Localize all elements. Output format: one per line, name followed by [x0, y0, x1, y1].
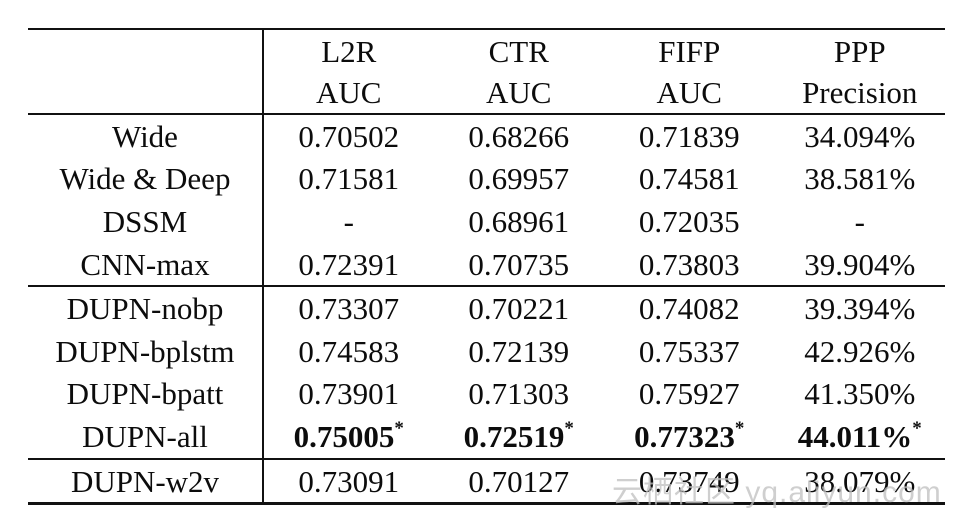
cell-l2r-auc: 0.75005*	[293, 417, 404, 454]
significance-star: *	[564, 417, 574, 439]
cell-ppp-precision: 41.350%	[804, 376, 916, 412]
header-row: L2R AUC CTR AUC FIFP AUC PPP Precision	[28, 29, 945, 115]
cell-fifp-auc: 0.74581	[638, 161, 740, 197]
cell-fifp-auc: 0.73749	[604, 457, 775, 504]
row-label: DUPN-nobp	[28, 285, 264, 330]
table-row-dssm: DSSM - 0.68961 0.72035 -	[28, 200, 945, 243]
header-fifp-auc: FIFP AUC	[604, 29, 775, 115]
cell-l2r-auc: 0.74583	[298, 333, 400, 369]
cell-fifp-auc: 0.75337	[638, 333, 740, 369]
table-row-wide-deep: Wide & Deep 0.71581 0.69957 0.74581 38.5…	[28, 157, 945, 201]
header-l2r-line1: L2R	[321, 33, 377, 69]
row-label: DUPN-bplstm	[28, 329, 264, 373]
cell-l2r-auc: 0.71581	[298, 161, 400, 197]
cell-fifp-auc: 0.71839	[638, 118, 740, 154]
header-ctr-line2: AUC	[486, 74, 552, 110]
cell-l2r-auc: 0.70502	[298, 118, 400, 154]
cell-fifp-auc: 0.73803	[638, 246, 740, 282]
cell-ctr-auc: 0.68266	[468, 118, 570, 154]
cell-ctr-auc: 0.70127	[433, 457, 604, 504]
table-row-dupn-bpatt: DUPN-bpatt 0.73901 0.71303 0.75927 41.35…	[28, 372, 945, 416]
significance-star: *	[394, 417, 404, 439]
cell-ppp-precision: 38.581%	[804, 161, 916, 197]
header-ppp-precision: PPP Precision	[774, 29, 945, 115]
row-label: CNN-max	[28, 242, 264, 287]
cell-l2r-auc: 0.73307	[263, 285, 434, 330]
header-fifp-line1: FIFP	[658, 33, 721, 69]
cell-fifp-auc: 0.75927	[638, 376, 740, 412]
table-row-wide: Wide 0.70502 0.68266 0.71839 34.094%	[28, 114, 945, 158]
row-label: DSSM	[28, 200, 264, 243]
cell-ppp-precision: 34.094%	[804, 118, 916, 154]
cell-l2r-auc: 0.73091	[263, 457, 434, 504]
header-ctr-auc: CTR AUC	[433, 29, 604, 115]
cell-ppp-precision: 39.904%	[804, 246, 916, 282]
corner-cell	[28, 29, 264, 115]
results-table-container: L2R AUC CTR AUC FIFP AUC PPP Precision	[28, 28, 945, 506]
header-l2r-line2: AUC	[316, 74, 382, 110]
table-row-dupn-w2v: DUPN-w2v 0.73091 0.70127 0.73749 38.079%	[28, 457, 945, 504]
cell-l2r-auc: -	[343, 203, 354, 239]
row-label: DUPN-all	[28, 415, 264, 459]
table-row-dupn-bplstm: DUPN-bplstm 0.74583 0.72139 0.75337 42.9…	[28, 329, 945, 373]
table-row-dupn-all: DUPN-all 0.75005* 0.72519* 0.77323* 44.0…	[28, 415, 945, 459]
header-ppp-line2: Precision	[802, 74, 918, 110]
cell-ctr-auc: 0.71303	[468, 376, 570, 412]
row-label: Wide	[28, 114, 264, 158]
cell-ctr-auc: 0.70735	[468, 246, 570, 282]
header-fifp-line2: AUC	[656, 74, 722, 110]
cell-ctr-auc: 0.69957	[468, 161, 570, 197]
cell-ppp-precision: 42.926%	[804, 333, 916, 369]
cell-fifp-auc: 0.74082	[604, 285, 775, 330]
table-row-dupn-nobp: DUPN-nobp 0.73307 0.70221 0.74082 39.394…	[28, 285, 945, 330]
significance-star: *	[734, 417, 745, 439]
cell-ctr-auc: 0.72519*	[463, 417, 574, 454]
row-label: DUPN-w2v	[28, 457, 264, 504]
table-row-cnn-max: CNN-max 0.72391 0.70735 0.73803 39.904%	[28, 242, 945, 287]
cell-fifp-auc: 0.72035	[638, 203, 740, 239]
header-ctr-line1: CTR	[488, 33, 549, 69]
row-label: Wide & Deep	[28, 157, 264, 201]
cell-fifp-auc: 0.77323*	[634, 417, 745, 454]
significance-star: *	[912, 417, 922, 439]
header-l2r-auc: L2R AUC	[263, 29, 434, 115]
cell-ppp-precision: -	[854, 203, 865, 239]
cell-ppp-precision: 39.394%	[774, 285, 945, 330]
row-label: DUPN-bpatt	[28, 372, 264, 416]
cell-l2r-auc: 0.73901	[298, 376, 400, 412]
cell-ctr-auc: 0.72139	[468, 333, 570, 369]
cell-l2r-auc: 0.72391	[298, 246, 400, 282]
cell-ppp-precision: 38.079%	[774, 457, 945, 504]
header-ppp-line1: PPP	[833, 33, 886, 69]
cell-ctr-auc: 0.68961	[468, 203, 570, 239]
cell-ppp-precision: 44.011%*	[797, 417, 922, 454]
cell-ctr-auc: 0.70221	[433, 285, 604, 330]
results-table: L2R AUC CTR AUC FIFP AUC PPP Precision	[28, 28, 945, 506]
